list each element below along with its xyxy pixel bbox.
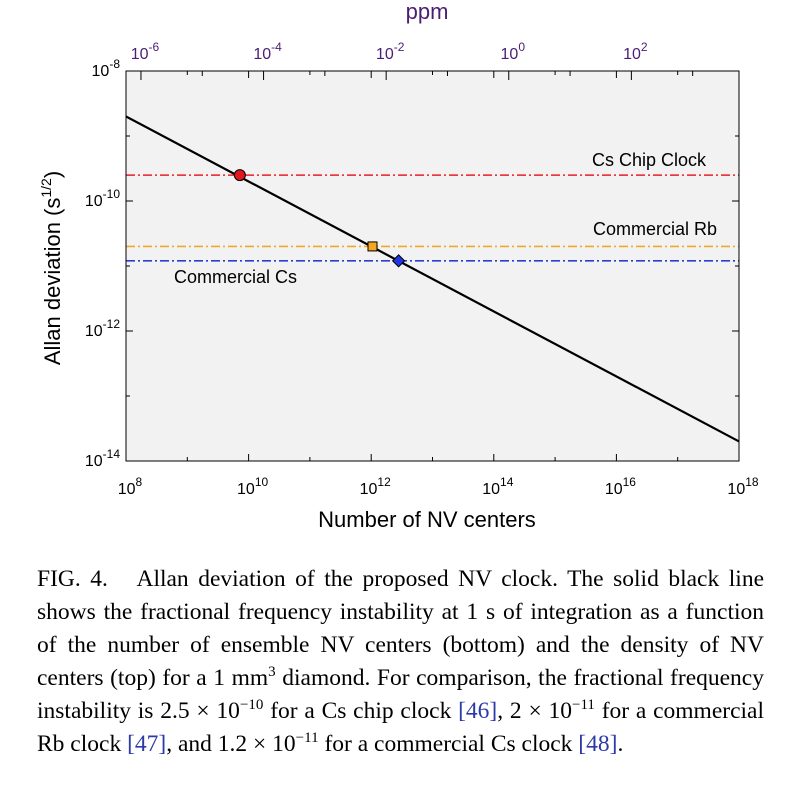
top-axis-tick-label: 102 <box>623 40 648 63</box>
caption-sup: −11 <box>295 730 319 747</box>
caption-sup: −10 <box>239 697 264 714</box>
caption-text: for a commercial Rb clock <box>37 698 764 757</box>
caption-text: , 2 × 10 <box>497 698 572 724</box>
annotation-label: Commercial Cs <box>174 267 297 287</box>
series-line-0 <box>125 115 740 443</box>
x-tick-label: 108 <box>118 475 143 498</box>
top-axis-tick-label: 10-2 <box>376 40 405 63</box>
caption-text: , and 1.2 × 10 <box>166 731 296 757</box>
allan-deviation-chart: 108 1010 1012 1014 1016 1018 10-8 10-10 10-12 10-… <box>38 0 759 532</box>
y-tick-label: 10-12 <box>85 317 120 340</box>
annotation-label: Commercial Rb <box>593 219 717 239</box>
marker-circle <box>233 169 246 182</box>
marker-square <box>367 241 378 252</box>
y-tick-label: 10-10 <box>85 187 120 210</box>
y-axis-label-sup: 1/2 <box>38 178 54 198</box>
marker-diamond <box>391 254 406 268</box>
caption-sup: 3 <box>268 664 276 681</box>
caption-text: diamond. For comparison, the fractional … <box>37 665 764 724</box>
top-axis-tick-label: 10-6 <box>131 40 160 63</box>
caption-text: Allan deviation of the proposed NV clock… <box>37 566 764 691</box>
citation-link-48[interactable]: [48] <box>578 731 618 757</box>
annotation-label: Cs Chip Clock <box>592 150 707 170</box>
x-tick-label: 1012 <box>360 475 391 498</box>
figure-caption: FIG. 4. Allan deviation of the proposed … <box>37 563 764 761</box>
x-tick-label: 1014 <box>482 475 513 498</box>
citation-link-46[interactable]: [46] <box>458 698 498 724</box>
citation-link-47[interactable]: [47] <box>127 731 167 757</box>
caption-text: . <box>617 731 624 757</box>
y-axis-label-end: ) <box>40 171 65 178</box>
y-tick-label: 10-8 <box>92 57 121 80</box>
caption-text: for a Cs chip clock <box>263 698 459 724</box>
caption-text: for a commercial Cs clock <box>318 731 579 757</box>
top-axis-label: ppm <box>406 0 449 24</box>
plot-area <box>126 71 739 461</box>
y-tick-label: 10-14 <box>85 447 120 470</box>
y-axis-label: Allan deviation (s1/2) <box>38 171 65 365</box>
x-tick-label: 1016 <box>605 475 636 498</box>
x-tick-label: 1018 <box>727 475 758 498</box>
y-axis-label-main: Allan deviation (s <box>40 198 65 366</box>
top-axis-tick-label: 10-4 <box>253 40 282 63</box>
x-axis-label: Number of NV centers <box>318 507 536 532</box>
x-tick-label: 1010 <box>237 475 268 498</box>
caption-label: FIG. 4. <box>37 566 108 592</box>
caption-sup: −11 <box>572 697 595 714</box>
top-axis-tick-label: 100 <box>501 40 526 63</box>
